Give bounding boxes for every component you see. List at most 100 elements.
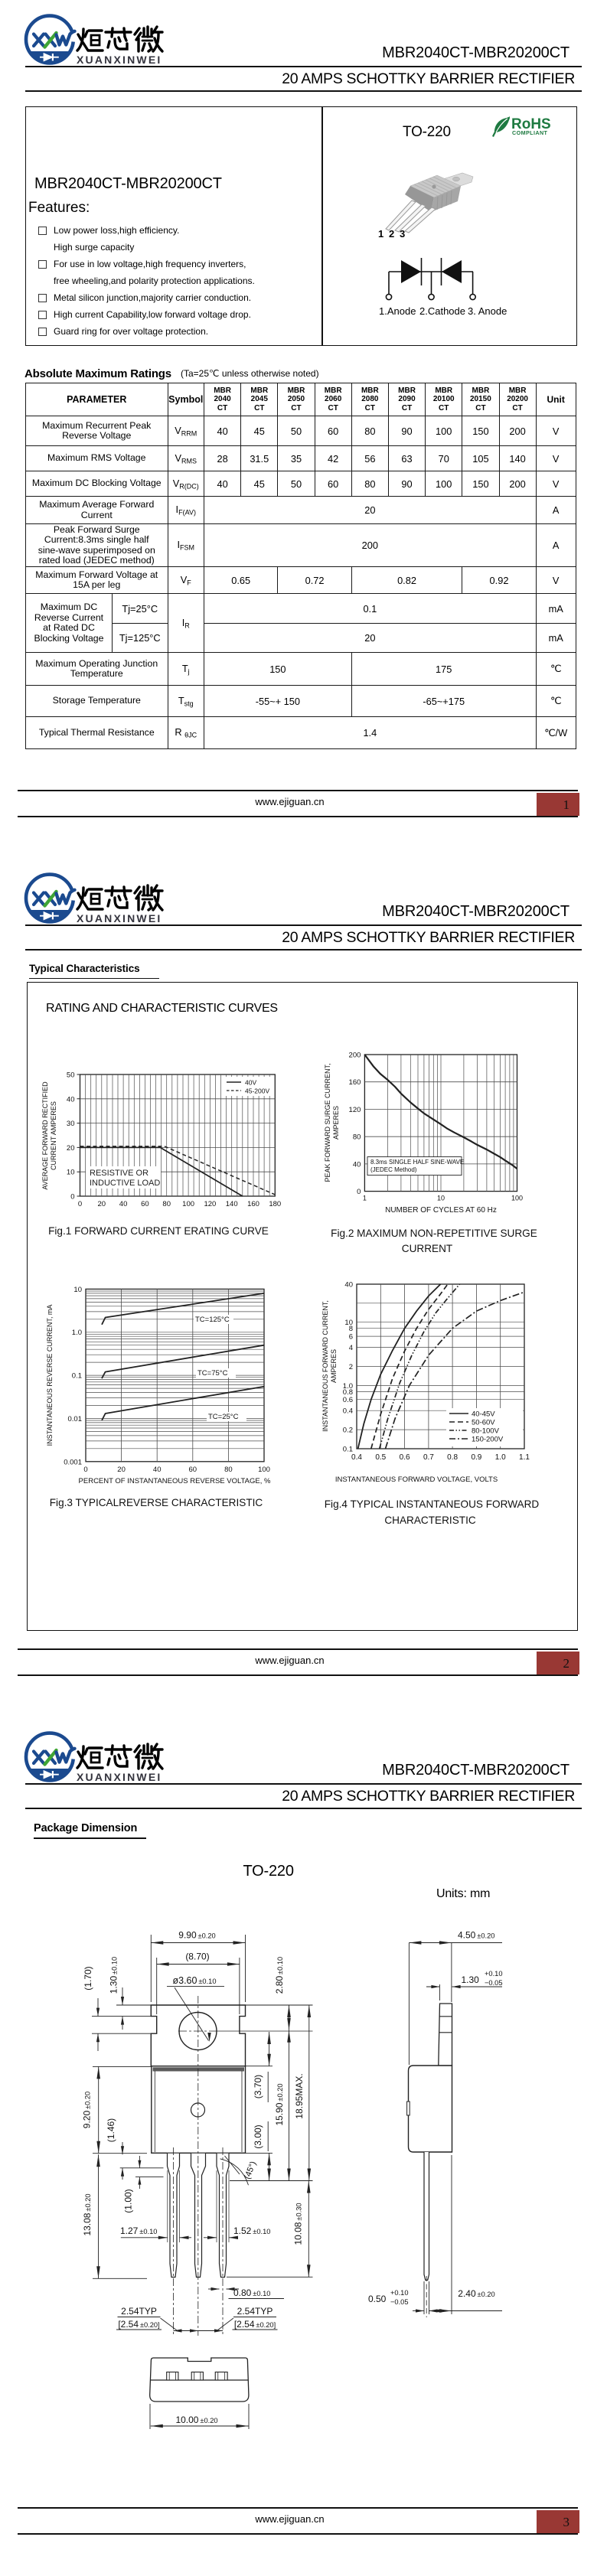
svg-text:Fig.3 TYPICALREVERSE CHARACTER: Fig.3 TYPICALREVERSE CHARACTERISTIC [50, 1497, 263, 1508]
svg-text:8: 8 [349, 1325, 353, 1333]
svg-text:3: 3 [400, 228, 405, 240]
svg-text:0.1: 0.1 [343, 1446, 353, 1454]
svg-text:20: 20 [98, 1200, 106, 1208]
svg-text:Fig.1 FORWARD CURRENT ERATING: Fig.1 FORWARD CURRENT ERATING CURVE [48, 1225, 269, 1237]
svg-text:160: 160 [247, 1200, 259, 1208]
svg-text:40: 40 [344, 1281, 353, 1290]
svg-text:3. Anode: 3. Anode [468, 305, 507, 317]
svg-text:2.40 ±0.20: 2.40 ±0.20 [458, 2288, 494, 2299]
svg-text:6: 6 [349, 1333, 353, 1342]
svg-text:18.95MAX.: 18.95MAX. [294, 2073, 305, 2118]
svg-text:45-200V: 45-200V [245, 1087, 269, 1095]
svg-text:Fig.4 TYPICAL INSTANTANEOUS FO: Fig.4 TYPICAL INSTANTANEOUS FORWARD [325, 1498, 540, 1510]
svg-text:1.Anode: 1.Anode [379, 305, 416, 317]
svg-text:ø3.60 ±0.10: ø3.60 ±0.10 [172, 1975, 216, 1986]
svg-text:80: 80 [162, 1200, 171, 1208]
svg-text:0.8: 0.8 [343, 1388, 353, 1397]
svg-text:100: 100 [182, 1200, 194, 1208]
svg-text:RoHS: RoHS [511, 116, 551, 132]
svg-text:50: 50 [67, 1071, 75, 1080]
svg-text:60: 60 [141, 1200, 149, 1208]
svg-text:10: 10 [437, 1195, 445, 1202]
svg-text:40: 40 [119, 1200, 128, 1208]
svg-text:13.08 ±0.20: 13.08 ±0.20 [82, 2193, 93, 2235]
svg-text:0.6: 0.6 [400, 1453, 410, 1462]
svg-text:0.5: 0.5 [375, 1453, 386, 1462]
svg-text:160: 160 [349, 1078, 361, 1087]
svg-text:20: 20 [117, 1466, 126, 1474]
svg-text:0.50: 0.50 [368, 2294, 387, 2304]
svg-text:120: 120 [204, 1200, 216, 1208]
svg-text:4: 4 [349, 1344, 353, 1352]
svg-text:10.08 ±0.30: 10.08 ±0.30 [293, 2203, 304, 2245]
svg-text:(JEDEC Method): (JEDEC Method) [370, 1166, 417, 1173]
svg-text:10: 10 [67, 1169, 75, 1177]
svg-text:0: 0 [357, 1188, 361, 1196]
svg-text:INSTANTANEOUS FORWARD CURRENT,: INSTANTANEOUS FORWARD CURRENT, [321, 1300, 329, 1432]
svg-text:NUMBER OF CYCLES AT 60 Hz: NUMBER OF CYCLES AT 60 Hz [385, 1206, 497, 1215]
svg-text:80-100V: 80-100V [472, 1427, 500, 1436]
svg-text:0.2: 0.2 [343, 1427, 353, 1435]
svg-text:(8.70): (8.70) [185, 1952, 209, 1962]
svg-text:1.27 ±0.10: 1.27 ±0.10 [120, 2225, 157, 2236]
svg-text:CHARACTERISTIC: CHARACTERISTIC [384, 1515, 476, 1526]
svg-text:30: 30 [67, 1120, 75, 1128]
svg-text:−0.05: −0.05 [485, 1979, 503, 1987]
svg-text:1: 1 [378, 228, 383, 240]
svg-text:100: 100 [511, 1195, 523, 1202]
svg-text:2.Cathode: 2.Cathode [419, 305, 465, 317]
svg-text:180: 180 [269, 1200, 281, 1208]
svg-text:120: 120 [349, 1106, 361, 1114]
svg-text:AMPERES: AMPERES [332, 1106, 340, 1140]
svg-text:0: 0 [83, 1466, 87, 1474]
svg-text:10: 10 [73, 1286, 82, 1294]
svg-text:1: 1 [363, 1195, 367, 1202]
svg-text:1.30 ±0.10: 1.30 ±0.10 [109, 1957, 119, 1994]
svg-text:CURRENT: CURRENT [402, 1243, 452, 1254]
svg-text:Fig.2 MAXIMUM NON-REPETITIVE S: Fig.2 MAXIMUM NON-REPETITIVE SURGE [331, 1228, 537, 1239]
svg-text:1.52 ±0.10: 1.52 ±0.10 [233, 2225, 270, 2236]
svg-text:+0.10: +0.10 [485, 1970, 503, 1978]
svg-text:RESISTIVE OR: RESISTIVE OR [90, 1169, 148, 1178]
svg-text:[2.54 ±0.20]: [2.54 ±0.20] [234, 2319, 276, 2330]
svg-text:[2.54 ±0.20]: [2.54 ±0.20] [118, 2319, 159, 2330]
svg-text:0.01: 0.01 [68, 1415, 83, 1423]
svg-text:40: 40 [353, 1160, 361, 1169]
svg-text:0.1: 0.1 [72, 1372, 82, 1381]
svg-text:80: 80 [353, 1133, 361, 1142]
svg-text:(1.00): (1.00) [123, 2189, 134, 2212]
svg-text:4.50 ±0.20: 4.50 ±0.20 [458, 1930, 494, 1941]
svg-text:1.1: 1.1 [519, 1453, 530, 1462]
svg-text:0.4: 0.4 [343, 1407, 353, 1416]
svg-text:1.0: 1.0 [495, 1453, 506, 1462]
svg-text:INDUCTIVE LOAD: INDUCTIVE LOAD [90, 1179, 160, 1188]
svg-text:INSTANTANEOUS REVERSE CURRENT,: INSTANTANEOUS REVERSE CURRENT, mA [46, 1305, 54, 1446]
svg-text:TC=25°C: TC=25°C [208, 1413, 239, 1421]
svg-text:2: 2 [389, 228, 394, 240]
svg-text:0.4: 0.4 [351, 1453, 362, 1462]
svg-text:PEAK FORWARD SURGE CURRENT,: PEAK FORWARD SURGE CURRENT, [324, 1063, 331, 1182]
svg-text:40-45V: 40-45V [472, 1410, 495, 1419]
svg-text:TC=125°C: TC=125°C [195, 1316, 230, 1324]
svg-text:AVERAGE FORWARD RECTIFIED: AVERAGE FORWARD RECTIFIED [41, 1081, 49, 1190]
svg-text:15.90 ±0.20: 15.90 ±0.20 [274, 2083, 285, 2125]
svg-text:(45°): (45°) [243, 2160, 258, 2181]
svg-text:0: 0 [78, 1200, 82, 1208]
svg-text:2: 2 [349, 1363, 353, 1371]
svg-text:40: 40 [153, 1466, 162, 1474]
svg-text:INSTANTANEOUS FORWARD VOLTAGE,: INSTANTANEOUS FORWARD VOLTAGE, VOLTS [335, 1475, 498, 1484]
svg-text:AMPERES: AMPERES [330, 1349, 338, 1383]
svg-text:XUANXINWEI: XUANXINWEI [77, 912, 162, 924]
svg-text:PERCENT OF INSTANTANEOUS REVER: PERCENT OF INSTANTANEOUS REVERSE VOLTAGE… [79, 1477, 271, 1485]
svg-text:1.0: 1.0 [72, 1329, 82, 1337]
svg-text:200: 200 [349, 1052, 361, 1060]
svg-text:0.6: 0.6 [343, 1396, 353, 1404]
svg-text:140: 140 [226, 1200, 238, 1208]
svg-text:8.3ms SINGLE HALF SINE-WAVE: 8.3ms SINGLE HALF SINE-WAVE [370, 1159, 464, 1166]
svg-text:XUANXINWEI: XUANXINWEI [77, 1771, 162, 1783]
svg-text:10: 10 [344, 1319, 353, 1327]
svg-text:2.54TYP: 2.54TYP [121, 2306, 157, 2317]
svg-text:(3.70): (3.70) [253, 2075, 263, 2098]
svg-text:TC=75°C: TC=75°C [197, 1369, 228, 1378]
svg-text:150-200V: 150-200V [472, 1436, 504, 1444]
